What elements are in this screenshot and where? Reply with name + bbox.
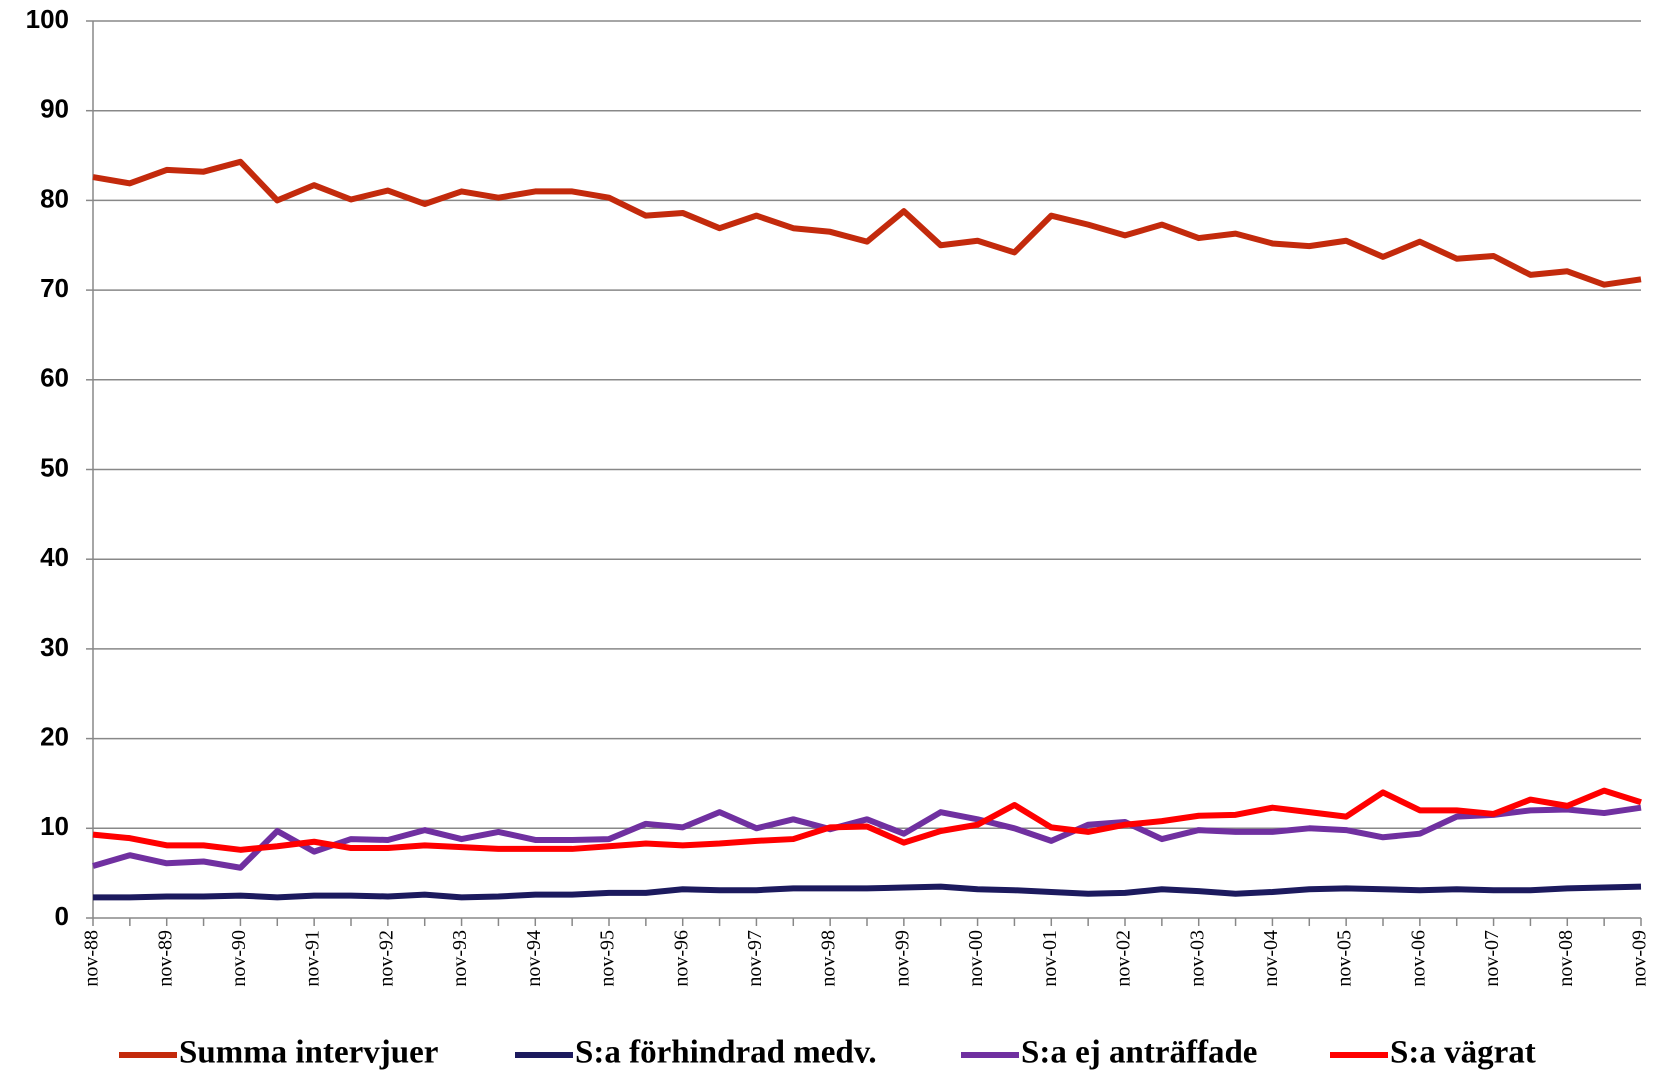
x-tick-label: nov-88 [81,930,103,987]
y-tick-label: 80 [40,183,69,213]
x-tick-label: nov-08 [1555,930,1577,987]
x-tick-label: nov-01 [1039,930,1061,987]
x-tick-label: nov-99 [891,930,913,987]
x-tick-label: nov-93 [449,930,471,987]
y-tick-label: 90 [40,94,69,124]
series-line [92,804,1642,871]
x-tick-label: nov-07 [1481,930,1503,987]
x-tick-label: nov-04 [1260,930,1282,987]
legend-label: S:a vägrat [1390,1035,1536,1071]
x-tick-label: nov-92 [375,930,397,987]
legend-label: S:a förhindrad medv. [575,1035,877,1071]
x-tick-label: nov-09 [1629,930,1651,987]
y-tick-label: 50 [40,452,69,482]
series-line [92,787,1642,853]
legend-label: Summa intervjuer [179,1035,438,1071]
x-tick-label: nov-94 [523,930,545,987]
x-tick-label: nov-02 [1113,930,1135,987]
x-tick-label: nov-95 [597,930,619,987]
x-tick-label: nov-97 [744,930,766,987]
x-tick-label: nov-91 [302,930,324,987]
legend-label: S:a ej anträffade [1021,1035,1257,1071]
y-tick-label: 70 [40,273,69,303]
x-tick-label: nov-90 [228,930,250,987]
x-tick-label: nov-98 [818,930,840,987]
y-tick-label: 100 [26,4,69,34]
y-tick-label: 60 [40,363,69,393]
series-line [92,158,1642,288]
y-tick-label: 20 [40,721,69,751]
y-tick-label: 0 [55,901,69,931]
x-tick-label: nov-89 [154,930,176,987]
x-tick-label: nov-96 [670,930,692,987]
y-tick-label: 40 [40,542,69,572]
x-tick-label: nov-06 [1407,930,1429,987]
x-tick-label: nov-05 [1334,930,1356,987]
y-tick-label: 30 [40,632,69,662]
x-tick-label: nov-00 [965,930,987,987]
y-tick-label: 10 [40,811,69,841]
series-line [93,883,1642,901]
x-tick-label: nov-03 [1186,930,1208,987]
